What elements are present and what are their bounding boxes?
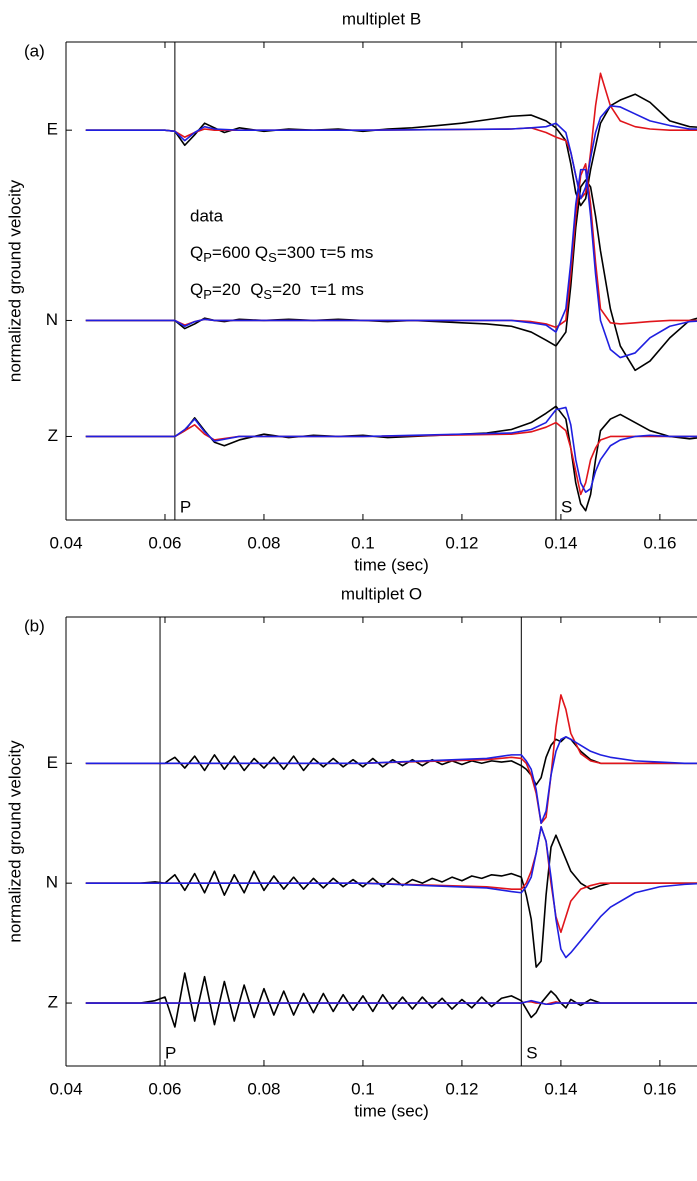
- trace: [85, 421, 697, 496]
- x-axis-label: time (sec): [354, 555, 429, 574]
- y-axis-label: normalized ground velocity: [5, 179, 24, 382]
- x-tick-label: 0.08: [247, 1079, 280, 1098]
- legend-entry: data: [190, 206, 224, 225]
- trace: [85, 736, 697, 825]
- y-tick-label: E: [47, 753, 58, 772]
- y-tick-label: Z: [48, 993, 58, 1012]
- x-tick-label: 0.12: [445, 533, 478, 552]
- x-tick-label: 0.1: [351, 533, 375, 552]
- trace: [85, 406, 697, 493]
- legend-subscript: S: [268, 250, 277, 265]
- y-tick-label: N: [46, 873, 58, 892]
- legend-text: Q: [190, 280, 203, 299]
- trace: [85, 168, 697, 359]
- legend-subscript: P: [203, 287, 212, 302]
- x-tick-label: 0.08: [247, 533, 280, 552]
- legend-text: =600 Q: [212, 243, 268, 262]
- x-tick-label: 0.04: [49, 533, 82, 552]
- trace: [85, 736, 697, 786]
- trace: [85, 826, 697, 959]
- trace: [85, 72, 697, 200]
- legend-subscript: S: [263, 287, 272, 302]
- trace: [85, 972, 697, 1028]
- x-tick-label: 0.16: [643, 533, 676, 552]
- legend-text: Q: [190, 243, 203, 262]
- panel-label: (b): [24, 616, 45, 635]
- chart-title: multiplet B: [342, 9, 421, 28]
- y-tick-label: N: [46, 310, 58, 329]
- x-tick-label: 0.14: [544, 1079, 577, 1098]
- phase-label: P: [180, 497, 191, 516]
- x-tick-label: 0.06: [148, 1079, 181, 1098]
- legend-text: =300 τ=5 ms: [277, 243, 374, 262]
- phase-label: S: [526, 1043, 537, 1062]
- trace: [85, 694, 697, 825]
- plot-area: [85, 694, 697, 1028]
- x-axis-label: time (sec): [354, 1101, 429, 1120]
- trace: [85, 105, 697, 200]
- y-axis-label: normalized ground velocity: [5, 740, 24, 943]
- legend-entry: QP=20 QS=20 τ=1 ms: [190, 280, 364, 302]
- x-tick-label: 0.12: [445, 1079, 478, 1098]
- x-tick-label: 0.14: [544, 533, 577, 552]
- trace: [85, 999, 697, 1006]
- x-tick-label: 0.06: [148, 533, 181, 552]
- trace: [85, 405, 697, 512]
- chart-title: multiplet O: [341, 584, 422, 603]
- x-tick-label: 0.04: [49, 1079, 82, 1098]
- y-tick-label: Z: [48, 426, 58, 445]
- phase-label: P: [165, 1043, 176, 1062]
- legend-entry: QP=600 QS=300 τ=5 ms: [190, 243, 373, 265]
- panel-label: (a): [24, 41, 45, 60]
- legend-text: =20 Q: [212, 280, 264, 299]
- trace: [85, 834, 697, 968]
- x-tick-label: 0.16: [643, 1079, 676, 1098]
- phase-label: S: [561, 497, 572, 516]
- x-tick-label: 0.1: [351, 1079, 375, 1098]
- legend-text: =20 τ=1 ms: [272, 280, 364, 299]
- legend-subscript: P: [203, 250, 212, 265]
- y-tick-label: E: [47, 120, 58, 139]
- plot-area: [85, 72, 697, 512]
